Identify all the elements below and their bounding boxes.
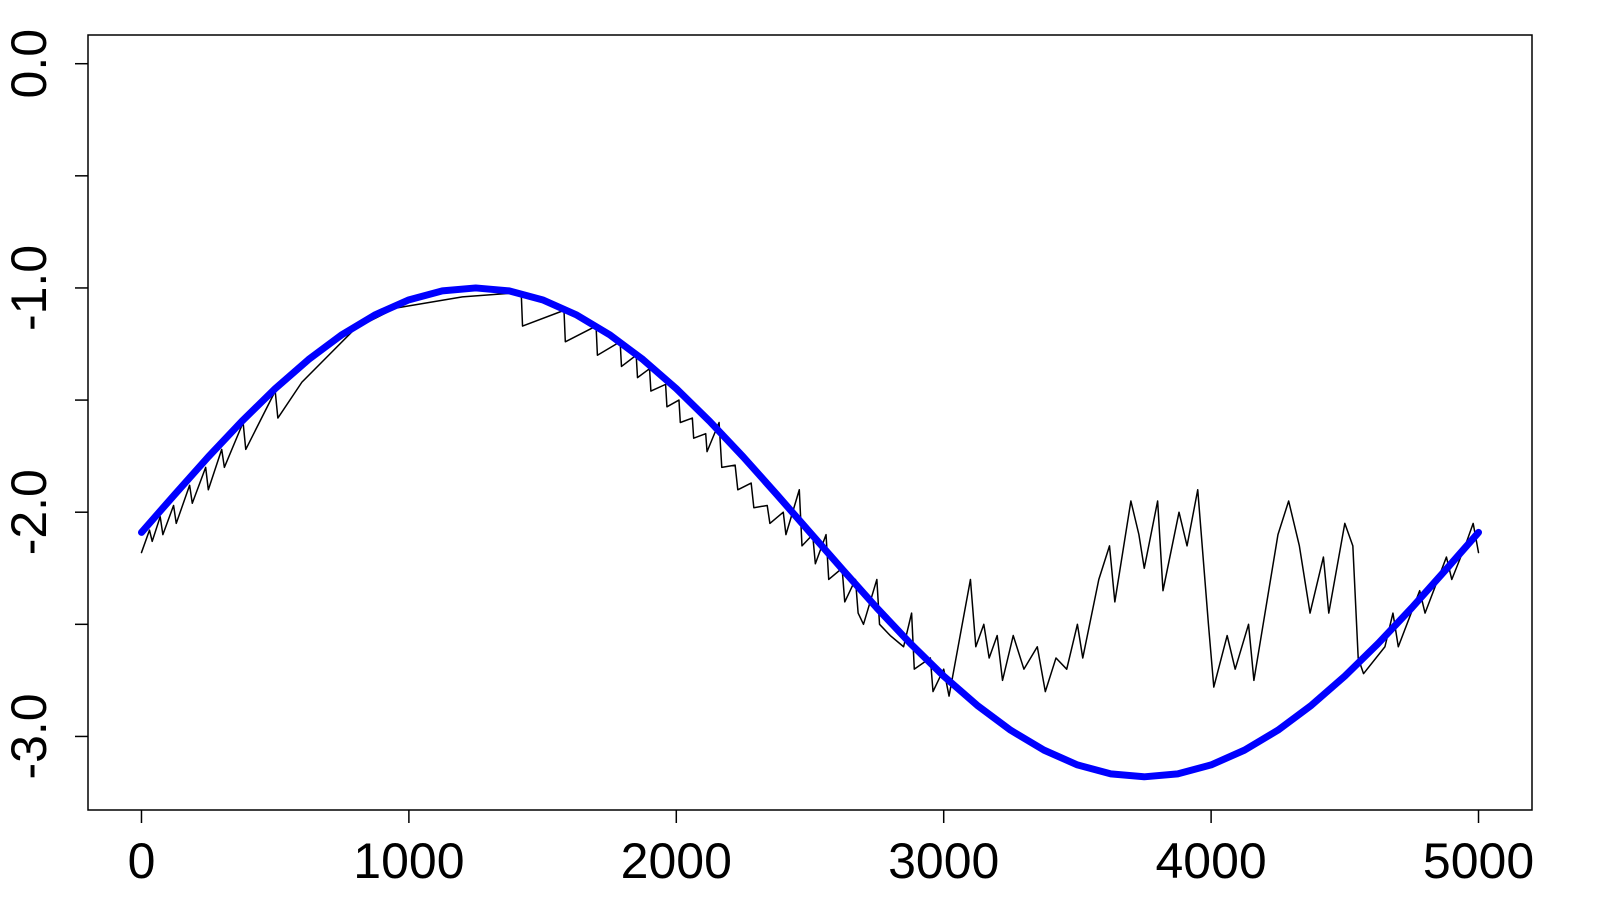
- y-tick-label: -1.0: [1, 245, 57, 331]
- x-tick-label: 2000: [621, 833, 732, 889]
- y-tick-label: 0.0: [1, 29, 57, 99]
- y-tick-label: -2.0: [1, 469, 57, 555]
- x-tick-label: 4000: [1155, 833, 1266, 889]
- y-tick-label: -3.0: [1, 693, 57, 779]
- x-tick-label: 1000: [353, 833, 464, 889]
- plot-frame: [87, 34, 1533, 811]
- x-tick-label: 0: [128, 833, 156, 889]
- x-tick-label: 3000: [888, 833, 999, 889]
- x-tick-label: 5000: [1423, 833, 1534, 889]
- series-line: [140, 291, 1480, 697]
- series-line: [137, 284, 1483, 781]
